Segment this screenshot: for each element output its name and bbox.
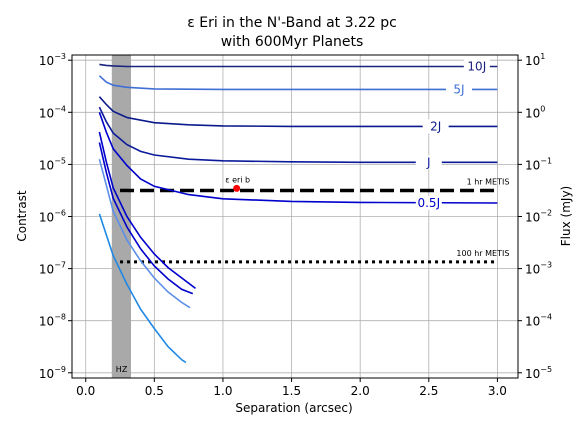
- chart-title: ε Eri in the N'-Band at 3.22 pc: [187, 15, 397, 31]
- series-label-10J: 10J: [467, 59, 486, 73]
- y2-tick-label: 10−3: [525, 261, 552, 277]
- y-axis-label: Contrast: [15, 190, 29, 242]
- x-tick-label: 0.5: [145, 384, 164, 398]
- planet-point: [233, 184, 241, 192]
- x-tick-label: 3.0: [488, 384, 507, 398]
- x-axis-label: Separation (arcsec): [235, 401, 352, 415]
- series-line-unnamed-6: [98, 142, 194, 295]
- y-tick-label: 10−3: [39, 52, 66, 68]
- planet-label: ε eri b: [225, 175, 250, 184]
- series-line-0.5J: [98, 112, 498, 204]
- x-tick-label: 2.0: [351, 384, 370, 398]
- series-line-J: [98, 106, 498, 164]
- series-line-5J: [98, 75, 498, 91]
- series-line-10J: [99, 63, 498, 68]
- y-axis-left: 10−9 10−8 10−7 10−6 10−5 10−4 10−3: [39, 52, 72, 381]
- x-tick-label: 0.0: [76, 384, 95, 398]
- series-line-unnamed-8: [98, 213, 187, 364]
- series-line-unnamed-7: [98, 158, 191, 309]
- annotations: ε eri b: [225, 175, 250, 192]
- series-label-bg: [422, 119, 449, 134]
- y-tick-label: 10−4: [39, 104, 66, 120]
- y-tick-label: 10−6: [39, 209, 66, 225]
- detection-limits: 1 hr METIS 100 hr METIS: [120, 177, 510, 264]
- limit-label: 100 hr METIS: [456, 249, 509, 258]
- y-tick-label: 10−7: [39, 261, 66, 277]
- series-label-bg: [445, 82, 472, 97]
- y-tick-label: 10−5: [39, 156, 66, 172]
- chart-subtitle: with 600Myr Planets: [221, 34, 364, 50]
- y2-tick-label: 10−4: [525, 313, 552, 329]
- y2-tick-label: 10−2: [525, 209, 552, 225]
- series-label-bg: [463, 59, 490, 74]
- series-label-0.5J: 0.5J: [417, 196, 440, 210]
- series-label-J: J: [426, 155, 431, 169]
- grid: [72, 55, 518, 378]
- y2-tick-label: 10−1: [525, 156, 552, 172]
- series-label-2J: 2J: [430, 119, 441, 133]
- y2-axis-label: Flux (mJy): [559, 186, 573, 246]
- y-tick-label: 10−9: [39, 365, 66, 381]
- series-label-bg: [415, 155, 442, 170]
- x-axis: 0.0 0.5 1.0 1.5 2.0 2.5 3.0: [76, 378, 507, 398]
- series-line-unnamed-5: [98, 131, 196, 290]
- y-tick-label: 10−8: [39, 313, 66, 329]
- limit-label: 1 hr METIS: [467, 177, 510, 186]
- hz-label: HZ: [116, 365, 128, 374]
- x-tick-label: 1.5: [282, 384, 301, 398]
- series-line-2J: [98, 96, 498, 128]
- y2-tick-label: 100: [525, 104, 545, 120]
- y2-tick-label: 101: [525, 52, 545, 68]
- series-label-bg: [415, 195, 442, 210]
- y-axis-right: 10−5 10−4 10−3 10−2 10−1 100 101: [518, 52, 552, 381]
- y2-tick-label: 10−5: [525, 365, 552, 381]
- x-tick-label: 2.5: [419, 384, 438, 398]
- x-tick-label: 1.0: [213, 384, 232, 398]
- series-label-5J: 5J: [453, 82, 464, 96]
